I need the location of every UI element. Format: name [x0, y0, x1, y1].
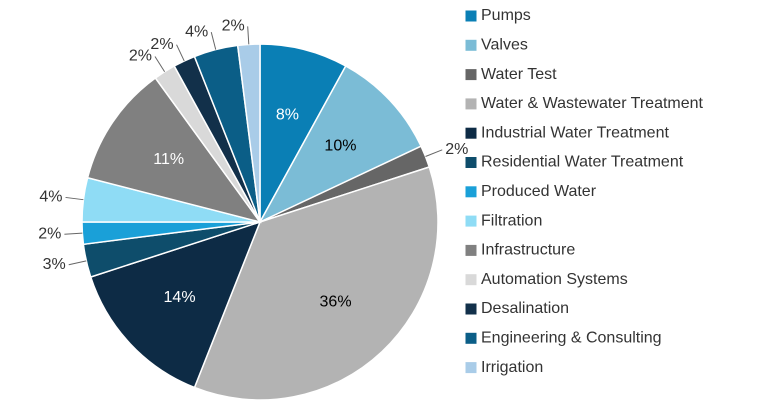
legend-swatch — [464, 126, 478, 140]
data-label: 11% — [153, 151, 184, 168]
data-label: 2% — [38, 226, 61, 243]
leader-line — [64, 232, 83, 235]
legend-label: Filtration — [481, 212, 542, 229]
data-label: 10% — [324, 138, 356, 155]
data-label: 8% — [276, 106, 299, 123]
legend-label: Residential Water Treatment — [481, 154, 684, 171]
pie-slice — [259, 43, 347, 223]
data-label: 4% — [39, 189, 62, 206]
pie-slice — [258, 64, 423, 224]
data-label: 2% — [222, 18, 245, 35]
legend-swatch — [464, 361, 478, 375]
pie-slice — [236, 43, 261, 223]
leader-line — [425, 149, 443, 157]
leader-line — [65, 196, 84, 201]
legend-label: Water & Wastewater Treatment — [481, 95, 704, 112]
pie-slice — [193, 166, 439, 400]
legend-swatch — [464, 156, 478, 169]
legend-label: Water Test — [481, 66, 557, 83]
legend-swatch — [464, 68, 478, 82]
data-label: 4% — [185, 23, 208, 40]
leader-line — [210, 32, 217, 50]
data-label: 2% — [445, 141, 468, 158]
legend-label: Automation Systems — [481, 271, 628, 288]
data-label: 36% — [320, 294, 352, 311]
legend-swatch — [464, 273, 478, 287]
legend-label: Industrial Water Treatment — [481, 124, 669, 141]
legend-swatch — [464, 97, 478, 111]
leader-line — [68, 260, 87, 266]
legend-swatch — [464, 302, 478, 316]
legend-label: Irrigation — [481, 359, 543, 376]
leader-line — [176, 44, 185, 62]
legend-label: Infrastructure — [481, 242, 575, 259]
legend-label: Engineering & Consulting — [481, 330, 662, 347]
data-label: 14% — [164, 289, 196, 306]
legend-swatch — [464, 9, 478, 23]
legend-swatch — [464, 38, 478, 52]
pie-slice — [86, 76, 262, 224]
legend-label: Produced Water — [481, 183, 597, 200]
data-label: 3% — [43, 256, 66, 273]
legend-swatch — [464, 243, 478, 257]
legend-label: Valves — [481, 37, 528, 54]
legend-label: Pumps — [481, 7, 531, 24]
data-label: 2% — [129, 48, 152, 65]
leader-line — [247, 26, 250, 45]
legend-label: Desalination — [481, 300, 569, 317]
data-label: 2% — [150, 36, 173, 53]
leader-line — [154, 56, 166, 72]
legend-swatch — [464, 331, 478, 345]
legend-swatch — [464, 214, 478, 228]
legend-swatch — [464, 185, 478, 199]
